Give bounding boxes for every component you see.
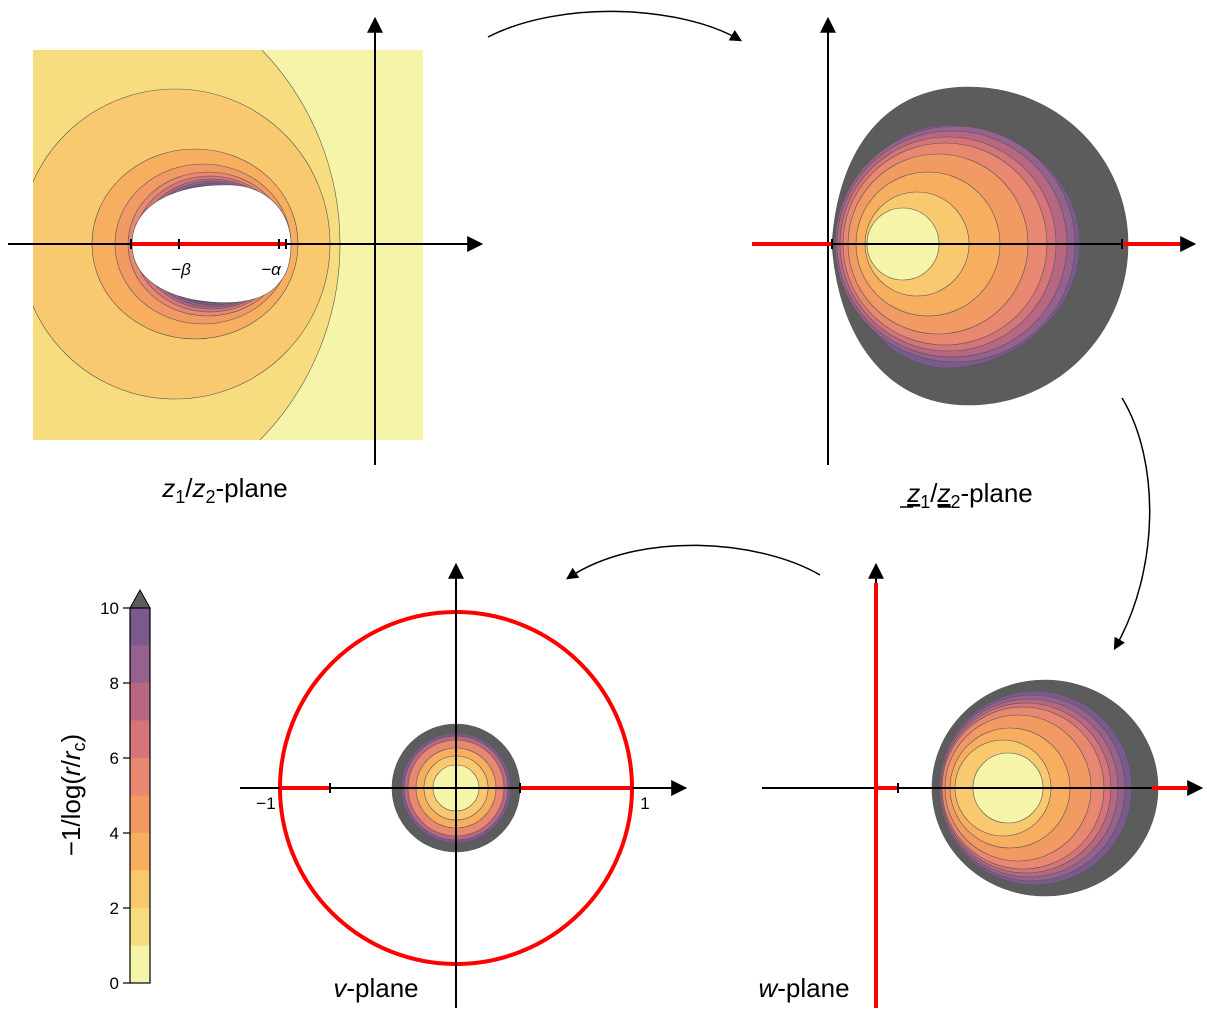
- z-plane-label: z1/z2-plane: [161, 473, 288, 507]
- colorbar: 0 2 4 6 8 10 −1/log(r/rc): [56, 588, 151, 993]
- colorbar-ticks: 0 2 4 6 8 10: [100, 599, 130, 993]
- map-arrow-w-to-v: [566, 544, 821, 580]
- colorbar-band: [130, 833, 150, 871]
- colorbar-label: −1/log(r/rc): [56, 734, 89, 856]
- z-plane-panel: −β −α z1/z2-plane: [8, 16, 484, 507]
- colorbar-tick-label: 10: [100, 599, 119, 618]
- v-plane-panel: −1 1 v-plane: [240, 562, 688, 1008]
- map-arrow-zbar-to-w: [1113, 397, 1151, 651]
- w-plane-label: w-plane: [758, 973, 849, 1003]
- v-plane-label: v-plane: [333, 973, 418, 1003]
- colorbar-band: [130, 720, 150, 758]
- colorbar-band: [130, 945, 150, 983]
- z-plane-tick-label-beta: −β: [171, 260, 191, 279]
- zbar-plane-label: z1/z2-plane: [906, 478, 1033, 512]
- colorbar-band: [130, 908, 150, 946]
- colorbar-band: [130, 683, 150, 721]
- w-plane-contours: [931, 679, 1159, 897]
- colorbar-tick-label: 2: [110, 899, 119, 918]
- colorbar-tick-label: 8: [110, 674, 119, 693]
- v-plane-tick-label-one: 1: [640, 794, 649, 813]
- colorbar-tick-label: 6: [110, 749, 119, 768]
- colorbar-tick-label: 0: [110, 974, 119, 993]
- colorbar-band: [130, 795, 150, 833]
- colorbar-tick-label: 4: [110, 824, 119, 843]
- zbar-plane-contours: [831, 86, 1129, 406]
- colorbar-band: [130, 758, 150, 796]
- colorbar-band: [130, 608, 150, 646]
- colorbar-extend-triangle: [129, 588, 151, 609]
- colorbar-band: [130, 645, 150, 683]
- colorbar-bands: [130, 608, 150, 983]
- v-plane-tick-label-minus-one: −1: [256, 794, 275, 813]
- w-plane-panel: w-plane: [758, 562, 1204, 1008]
- zbar-plane-panel: z1/z2-plane: [752, 16, 1197, 512]
- z-plane-contours: [33, 50, 423, 440]
- map-arrow-z-to-zbar: [487, 10, 743, 42]
- colorbar-band: [130, 870, 150, 908]
- z-plane-tick-label-alpha: −α: [261, 260, 282, 279]
- colorbar-frame: [129, 607, 151, 984]
